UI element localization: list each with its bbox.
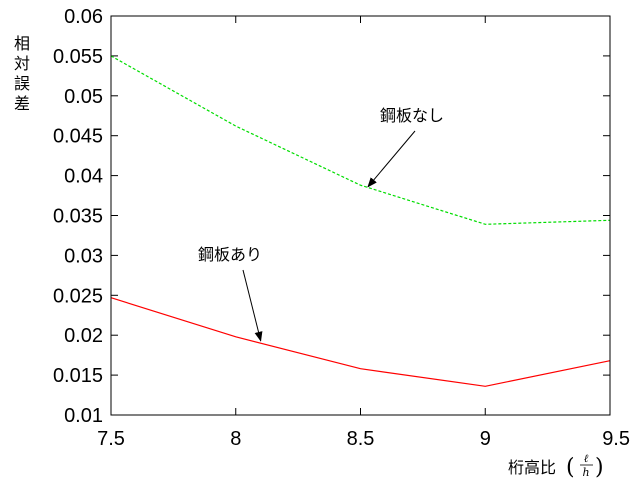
y-axis-label-char: 相 — [14, 34, 30, 53]
x-tick-label: 9 — [480, 428, 491, 450]
series-line-0 — [110, 55, 611, 225]
x-tick-label: 8.5 — [347, 428, 375, 450]
y-tick-label: 0.05 — [64, 86, 103, 108]
x-tick-label: 9.5 — [602, 428, 630, 450]
y-axis-label-char: 対 — [14, 54, 30, 73]
x-tick-label: 7.5 — [97, 428, 125, 450]
x-axis-label-open-paren: ( — [566, 455, 575, 480]
series-line-1 — [110, 297, 611, 387]
x-axis-label-text: 桁高比 — [508, 458, 556, 477]
y-tick-label: 0.03 — [64, 245, 103, 267]
y-tick-label: 0.025 — [53, 285, 103, 307]
x-axis-ticks: 7.5 8 8.5 9 9.5 — [97, 16, 630, 450]
y-tick-label: 0.06 — [64, 6, 103, 28]
y-tick-label: 0.01 — [64, 405, 103, 427]
x-axis-label-denominator: h — [582, 466, 589, 479]
y-axis-ticks: 0.01 0.015 0.02 0.025 0.03 0.035 0.04 0.045 0.05… — [53, 6, 610, 427]
x-tick-label: 8 — [230, 428, 241, 450]
y-tick-label: 0.015 — [53, 365, 103, 387]
x-axis-label: 桁高比 ( ℓ h ) — [508, 452, 604, 480]
y-axis-label-char: 誤 — [14, 74, 30, 93]
y-tick-label: 0.055 — [53, 46, 103, 68]
x-axis-label-close-paren: ) — [595, 455, 604, 480]
x-axis-label-numerator: ℓ — [584, 452, 589, 465]
annotation-arrow-0 — [367, 130, 416, 188]
y-tick-label: 0.02 — [64, 325, 103, 347]
y-axis-label-char: 差 — [14, 94, 30, 113]
y-tick-label: 0.04 — [64, 166, 103, 188]
y-tick-label: 0.035 — [53, 206, 103, 228]
y-tick-label: 0.045 — [53, 126, 103, 148]
plot-frame — [110, 15, 611, 416]
annotation-arrow-1 — [242, 269, 263, 342]
annotation-label-1: 鋼板あり — [198, 245, 262, 264]
annotation-label-0: 鋼板なし — [380, 106, 444, 125]
series-lines — [110, 55, 611, 387]
